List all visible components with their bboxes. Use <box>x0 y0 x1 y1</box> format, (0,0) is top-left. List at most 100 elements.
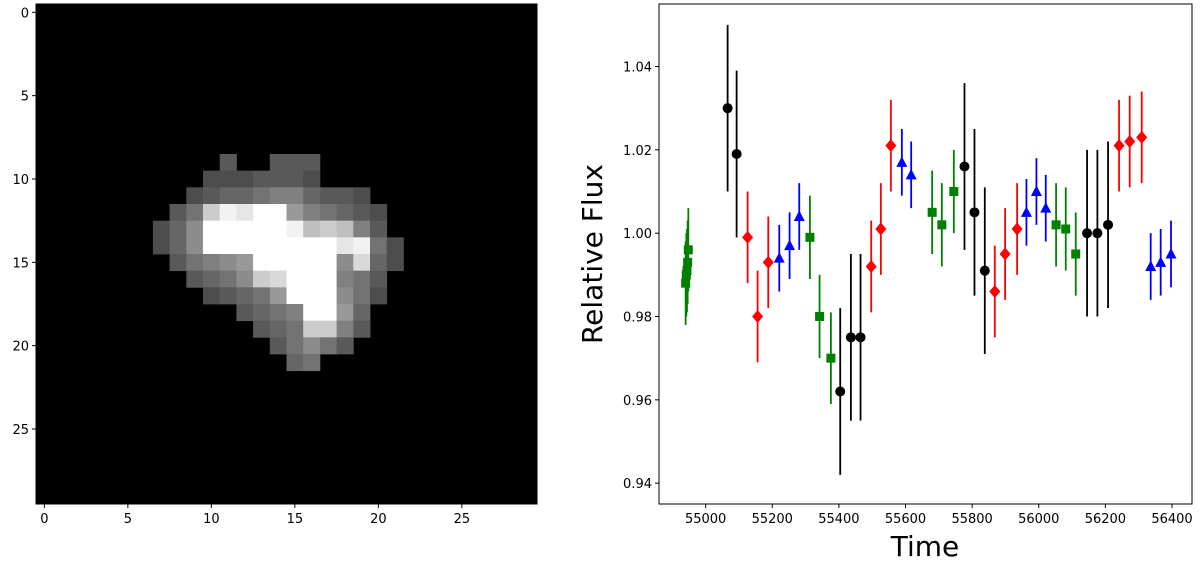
image-y-tick-label: 20 <box>12 340 29 355</box>
data-point-circle <box>855 332 866 343</box>
image-x-tick-label: 25 <box>454 512 471 527</box>
lightcurve-y-tick-label: 0.98 <box>623 311 652 326</box>
image-pixel <box>353 320 371 338</box>
image-pixel <box>370 270 388 288</box>
image-pixel <box>269 204 287 222</box>
image-pixel <box>219 187 237 205</box>
data-point-triangle <box>1155 256 1167 267</box>
data-point-square <box>805 232 815 242</box>
image-pixel <box>370 237 388 255</box>
image-panel: 0 5 10 15 20 25 0 5 10 15 20 25 <box>12 3 538 527</box>
image-pixel <box>253 204 271 222</box>
lightcurve-y-tick-label: 0.96 <box>623 394 652 409</box>
image-pixel <box>286 304 304 322</box>
image-pixel <box>269 270 287 288</box>
lightcurve-ticks: 55000 55200 55400 55600 55800 56000 56200 56400… <box>623 61 1193 528</box>
data-point-triangle <box>1020 206 1032 217</box>
image-pixel <box>203 204 221 222</box>
data-point-triangle <box>1040 202 1052 213</box>
image-pixel <box>236 170 254 188</box>
image-x-tick-label: 5 <box>124 512 132 527</box>
data-point-triangle <box>896 156 908 167</box>
image-pixel <box>169 204 187 222</box>
data-point-circle <box>969 207 980 218</box>
image-y-tick-label: 10 <box>12 173 29 188</box>
data-point-triangle <box>773 252 785 263</box>
image-pixel <box>319 254 337 272</box>
image-frame <box>35 3 538 505</box>
data-point-triangle <box>1165 248 1177 259</box>
image-pixel <box>286 320 304 338</box>
image-pixel <box>269 304 287 322</box>
image-pixel <box>386 237 404 255</box>
data-point-triangle <box>793 210 805 221</box>
data-point-diamond <box>1011 222 1023 236</box>
image-pixel <box>269 187 287 205</box>
image-pixel <box>319 287 337 305</box>
image-pixel <box>336 237 354 255</box>
image-pixel <box>219 204 237 222</box>
data-point-triangle <box>1145 260 1157 271</box>
image-pixel <box>353 254 371 272</box>
image-pixel <box>303 170 321 188</box>
lightcurve-x-tick-label: 55200 <box>752 512 793 527</box>
data-point-diamond <box>999 247 1011 261</box>
image-pixel <box>186 220 204 238</box>
image-pixel <box>353 220 371 238</box>
image-pixel <box>236 220 254 238</box>
image-pixel <box>269 154 287 172</box>
image-pixel <box>269 220 287 238</box>
image-pixel <box>319 337 337 355</box>
image-pixel <box>286 354 304 372</box>
image-pixel <box>353 187 371 205</box>
image-pixel <box>303 287 321 305</box>
image-pixel <box>319 237 337 255</box>
image-pixel <box>203 287 221 305</box>
data-point-circle <box>835 386 846 397</box>
image-pixel <box>219 170 237 188</box>
lightcurve-panel: 55000 55200 55400 55600 55800 56000 56200 56400… <box>576 3 1193 561</box>
image-pixel <box>169 254 187 272</box>
data-point-square <box>1051 220 1061 230</box>
image-pixel <box>336 320 354 338</box>
image-pixel <box>236 254 254 272</box>
data-point-diamond <box>989 285 1001 298</box>
image-pixel <box>319 220 337 238</box>
lightcurve-frame <box>658 3 1193 505</box>
data-point-diamond <box>875 222 887 236</box>
image-pixel <box>319 320 337 338</box>
image-pixel <box>203 237 221 255</box>
image-pixel <box>203 187 221 205</box>
image-pixel <box>353 304 371 322</box>
data-point-circle <box>959 161 970 172</box>
image-pixel <box>303 154 321 172</box>
image-pixel <box>219 270 237 288</box>
image-pixel <box>203 270 221 288</box>
image-pixel <box>303 337 321 355</box>
image-pixel <box>336 254 354 272</box>
image-pixel <box>336 304 354 322</box>
image-pixel <box>370 220 388 238</box>
image-pixel <box>286 187 304 205</box>
lightcurve-x-tick-label: 55000 <box>685 512 726 527</box>
image-pixel <box>353 270 371 288</box>
data-point-circle <box>845 332 856 343</box>
lightcurve-y-tick-label: 1.02 <box>623 144 652 159</box>
image-y-tick-label: 5 <box>21 90 29 105</box>
image-pixel <box>353 237 371 255</box>
data-point-square <box>937 220 947 230</box>
data-point-triangle <box>1030 185 1042 196</box>
lightcurve-y-tick-label: 0.94 <box>623 477 652 492</box>
image-pixel <box>303 320 321 338</box>
image-pixel <box>303 204 321 222</box>
image-pixel <box>386 254 404 272</box>
lightcurve-x-tick-label: 56200 <box>1085 512 1126 527</box>
image-pixel <box>186 270 204 288</box>
image-pixel <box>186 237 204 255</box>
data-point-diamond <box>865 260 877 273</box>
image-pixel <box>336 287 354 305</box>
image-pixel <box>269 170 287 188</box>
image-pixel <box>319 187 337 205</box>
data-point-diamond <box>1136 130 1148 144</box>
image-pixel <box>336 204 354 222</box>
